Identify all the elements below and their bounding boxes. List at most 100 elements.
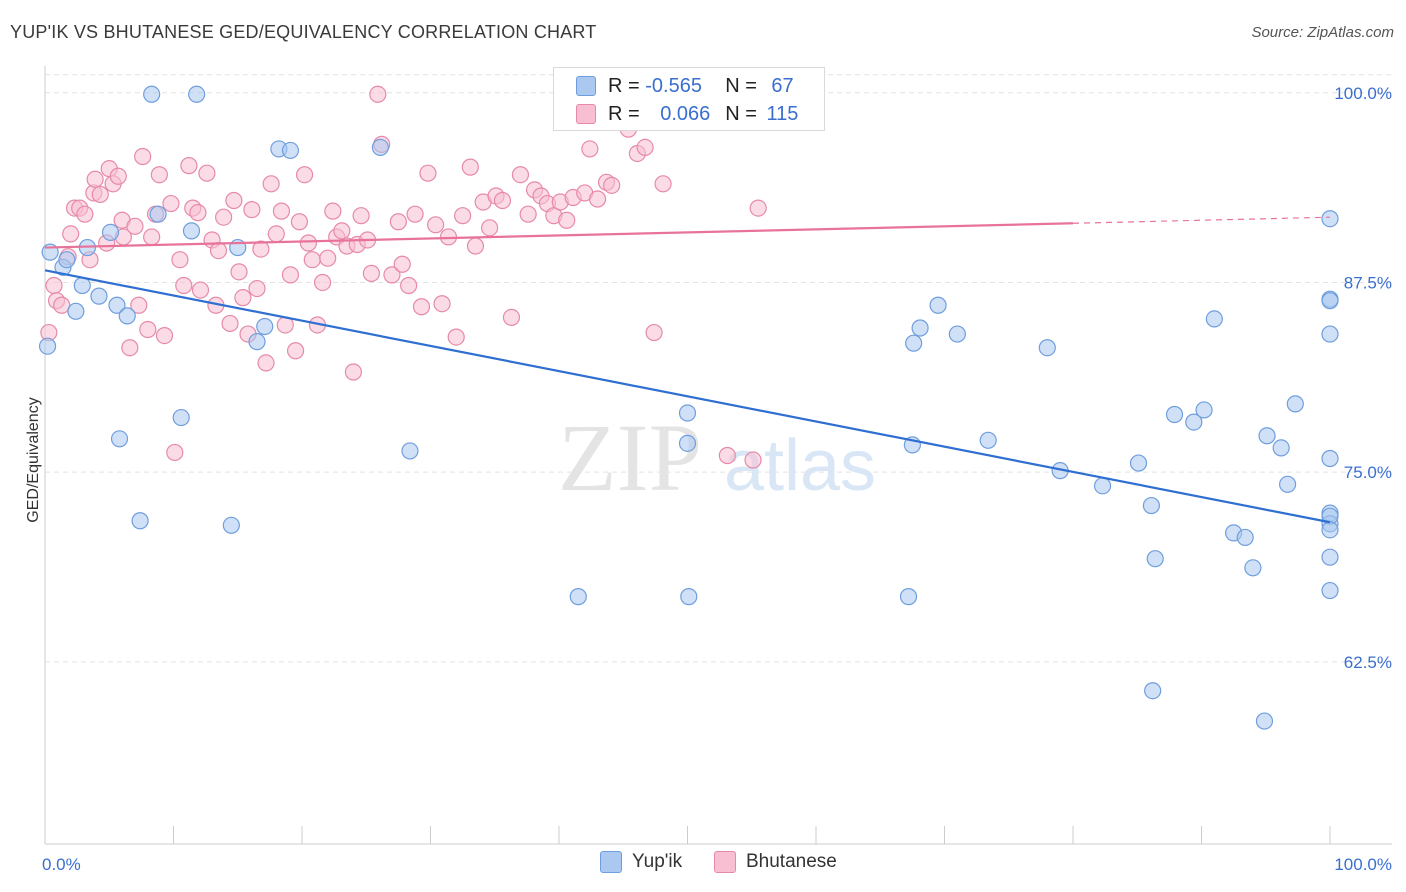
bhutanese-point-44 [234,289,252,307]
r-value-yupik: -0.565 [645,74,702,97]
yupik-point-25 [401,442,419,460]
yupik-point-26 [569,588,587,606]
yupik-point-44 [1165,405,1184,424]
yupik-point-4 [67,302,85,320]
chart-title: YUP'IK VS BHUTANESE GED/EQUIVALENCY CORR… [10,22,597,42]
axes [44,66,1392,845]
bhutanese-point-1 [45,276,63,295]
bhutanese-point-61 [313,273,332,292]
bhutanese-point-32 [180,157,198,175]
bhutanese-point-40 [215,208,233,226]
bhutanese-point-82 [433,295,451,313]
yupik-point-8 [101,223,120,241]
bhutanese-point-27 [155,326,174,345]
n-label: N = [725,102,757,125]
bhutanese-point-54 [281,266,300,284]
yupik-point-33 [911,319,929,337]
yupik-point-46 [1195,401,1213,419]
series-legend: Yup'ik Bhutanese [0,851,1406,877]
yupik-point-7 [90,287,108,305]
yupik-point-37 [1038,339,1056,357]
trend-line-yupik [44,269,1331,524]
bhutanese-swatch [576,104,596,124]
bhutanese-point-46 [243,201,261,219]
bhutanese-point-81 [427,216,445,234]
y-tick-label-3: 100.0% [1334,84,1392,103]
bhutanese-point-85 [454,207,472,225]
bhutanese-point-106 [603,176,621,194]
bhutanese-point-84 [447,328,465,346]
bhutanese-point-111 [645,323,663,342]
bhutanese-point-36 [198,164,216,182]
yupik-point-23 [281,141,300,160]
bhutanese-point-59 [303,251,321,269]
bhutanese-point-21 [130,296,148,314]
yupik-point-12 [131,512,149,530]
yupik-point-65 [1321,292,1339,310]
bhutanese-point-87 [466,237,485,255]
yupik-point-61 [1321,325,1339,343]
bhutanese-point-22 [134,147,152,166]
bhutanese-point-103 [581,140,599,158]
y-axis-label: GED/Equivalency [25,397,42,522]
yupik-point-16 [182,222,201,240]
bhutanese-point-12 [91,185,109,204]
grid-lines [45,74,1392,663]
bhutanese-point-67 [344,363,362,381]
bhutanese-point-56 [290,213,309,231]
yupik-swatch [600,851,622,873]
bhutanese-point-63 [324,202,342,220]
bhutanese-point-41 [221,314,239,333]
yupik-point-28 [678,404,697,422]
trend-line-bhutanese [44,222,1074,249]
y-tick-labels: 62.5% 75.0% 87.5% 100.0% [1334,84,1392,672]
yupik-point-11 [118,307,136,325]
yupik-point-29 [678,434,697,452]
bhutanese-point-69 [352,207,370,225]
bhutanese-point-43 [230,263,248,281]
yupik-point-41 [1142,496,1160,515]
bhutanese-point-55 [286,342,305,360]
bhutanese-point-34 [189,204,207,222]
yupik-point-35 [948,325,966,343]
yupik-point-43 [1146,550,1164,568]
bhutanese-point-52 [272,202,291,220]
bhutanese-point-28 [162,194,180,213]
bhutanese-point-8 [76,205,94,223]
x-tick-label-1: 100.0% [1334,855,1392,874]
y-tick-label-0: 62.5% [1344,653,1392,672]
yupik-point-14 [149,205,167,223]
trend-lines [44,216,1331,524]
bhutanese-point-89 [481,219,499,237]
bhutanese-point-16 [109,167,127,185]
yupik-point-49 [1236,528,1254,547]
yupik-point-18 [222,516,240,534]
bhutanese-point-112 [654,175,672,193]
legend-item-bhutanese[interactable]: Bhutanese [714,851,837,873]
yupik-point-30 [899,588,918,606]
bhutanese-point-58 [299,234,318,252]
yupik-point-17 [188,85,206,103]
legend-item-yupik[interactable]: Yup'ik [600,851,682,873]
y-tick-label-1: 75.0% [1344,463,1392,482]
bhutanese-point-35 [191,281,210,299]
bhutanese-point-39 [209,242,228,260]
bhutanese-point-5 [62,225,80,243]
yupik-swatch [576,76,596,96]
series-yupik-points [38,85,1339,730]
yupik-point-5 [73,276,91,295]
bhutanese-point-24 [143,228,161,246]
bhutanese-point-74 [383,266,401,284]
bhutanese-point-49 [257,354,275,372]
yupik-point-50 [1244,559,1262,577]
bhutanese-point-113 [718,446,736,465]
y-tick-label-2: 87.5% [1344,273,1392,292]
bhutanese-point-47 [248,279,266,298]
bhutanese-point-51 [267,225,285,243]
yupik-point-21 [256,317,274,336]
legend-label-bhutanese: Bhutanese [746,851,837,872]
bhutanese-point-19 [121,339,139,357]
bhutanese-point-91 [493,191,512,210]
bhutanese-point-29 [166,443,184,462]
